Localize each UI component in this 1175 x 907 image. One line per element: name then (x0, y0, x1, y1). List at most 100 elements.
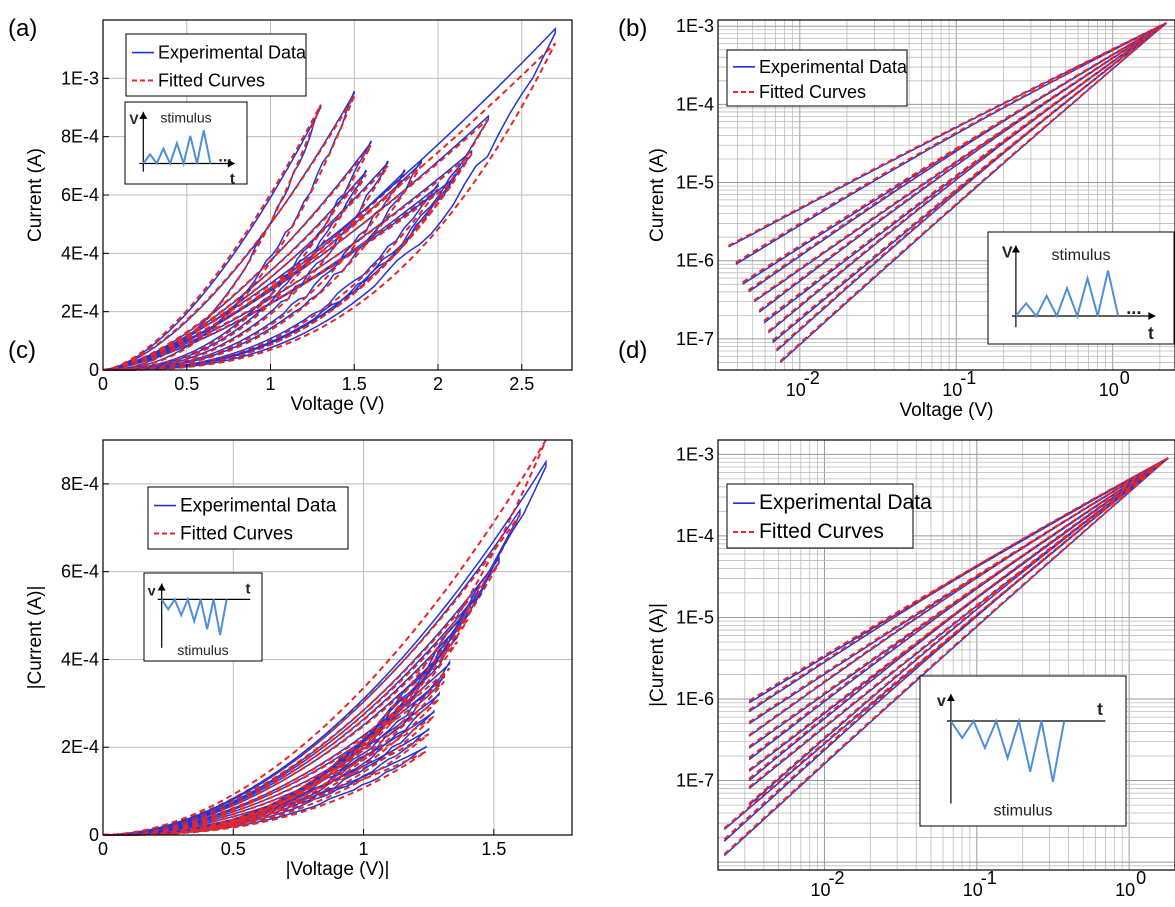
y-tick-label: 2E-4 (61, 737, 99, 757)
x-tick-label: 0 (98, 839, 108, 859)
fitted-curve-line (102, 153, 473, 371)
y-tick-label: 1E-5 (676, 607, 714, 627)
y-tick-label: 8E-4 (61, 474, 99, 494)
fitted-curve-line (748, 457, 1169, 737)
plot-frame (102, 439, 573, 836)
x-tick-label: 0.5 (221, 839, 246, 859)
x-tick-label: 1 (265, 374, 275, 394)
inset-box (143, 572, 263, 662)
fitted-curve-line (735, 22, 1167, 264)
inset-waveform (1015, 270, 1120, 320)
x-tick-label: 10 (810, 880, 830, 900)
x-tick-label: 1.5 (342, 374, 367, 394)
x-tick-label: 2 (433, 374, 443, 394)
y-tick-label: 4E-4 (61, 243, 99, 263)
inset-t-label: t (245, 580, 250, 597)
y-tick-label: 6E-4 (61, 562, 99, 582)
y-axis-label: Current (A) (647, 148, 668, 242)
x-tick-label: 1.5 (481, 839, 506, 859)
experimental-data-line (748, 457, 1169, 713)
fitted-curve-line (748, 457, 1169, 780)
legend-label-experimental: Experimental Data (759, 57, 908, 77)
y-tick-label: 1E-6 (676, 251, 714, 271)
y-tick-label: 1E-3 (676, 16, 714, 36)
y-tick-label: 1E-7 (676, 771, 714, 791)
y-tick-label: 1E-6 (676, 689, 714, 709)
inset-waveform (160, 596, 228, 636)
fitted-curve-line (748, 457, 1169, 771)
experimental-data-line (723, 457, 1169, 842)
y-tick-label: 1E-3 (61, 68, 99, 88)
legend-label-fitted: Fitted Curves (759, 82, 866, 102)
y-tick-label: 1E-5 (676, 173, 714, 193)
x-tick-exponent: 0 (1120, 368, 1130, 388)
fitted-curve-line (102, 118, 490, 371)
inset-ellipsis: ... (1126, 297, 1141, 318)
stimulus-inset: v t stimulus (919, 675, 1127, 827)
legend-label-fitted: Fitted Curves (759, 520, 884, 543)
fitted-curve-line (102, 144, 372, 371)
inset-arrow-up (946, 694, 955, 701)
panel-label: (d) (618, 337, 647, 364)
legend-label-experimental: Experimental Data (759, 491, 932, 514)
inset-v-label: V (1002, 243, 1013, 261)
fitted-curve-line (748, 457, 1169, 759)
x-tick-label: 1 (359, 839, 369, 859)
inset-t-label: t (1148, 323, 1154, 343)
legend-label-experimental: Experimental Data (158, 43, 307, 63)
inset-arrow-up (157, 583, 166, 591)
inset-ellipsis: ... (218, 149, 231, 166)
y-axis-label: |Current (A)| (647, 603, 668, 707)
y-tick-label: 8E-4 (61, 127, 99, 147)
legend-label-experimental: Experimental Data (180, 496, 337, 517)
legend: Experimental Data Fitted Curves (726, 49, 908, 107)
x-axis-label: |Voltage (V)| (286, 859, 390, 880)
panel-label: (c) (8, 337, 36, 364)
legend: Experimental Data Fitted Curves (726, 483, 932, 549)
x-tick-label: 0 (98, 374, 108, 394)
stimulus-inset: Vt stimulus... (124, 101, 248, 188)
y-tick-label: 1E-7 (676, 329, 714, 349)
fitted-curve-line (102, 667, 451, 836)
legend-label-fitted: Fitted Curves (180, 524, 293, 545)
legend-box (726, 49, 908, 107)
inset-waveform (950, 717, 1066, 782)
plot-frame (717, 439, 1175, 871)
x-tick-exponent: -1 (960, 368, 976, 388)
x-tick-label: 10 (963, 880, 983, 900)
x-tick-label: 0.5 (174, 374, 199, 394)
fitted-curve-line (102, 715, 435, 836)
y-tick-label: 0 (89, 360, 99, 380)
x-tick-exponent: -1 (981, 868, 997, 888)
fitted-curve-line (102, 104, 322, 371)
inset-arrow-right (227, 159, 235, 168)
inset-arrow-up (139, 111, 148, 119)
y-tick-label: 4E-4 (61, 649, 99, 669)
fitted-curve-line (748, 457, 1169, 711)
fitted-curve-line (747, 22, 1167, 292)
inset-stimulus-label: stimulus (993, 802, 1052, 820)
fitted-curve-line (102, 173, 367, 371)
x-tick-exponent: 0 (1136, 868, 1146, 888)
y-tick-label: 2E-4 (61, 302, 99, 322)
panel-label: (b) (618, 15, 647, 42)
legend-box (726, 483, 914, 549)
inset-t-label: t (230, 171, 235, 188)
y-tick-label: 1E-4 (676, 526, 714, 546)
y-tick-label: 6E-4 (61, 185, 99, 205)
x-tick-label: 2.5 (509, 374, 534, 394)
inset-box (987, 231, 1175, 345)
x-axis-label: Voltage (V) (900, 400, 994, 421)
legend-box (147, 486, 349, 550)
inset-arrow-right (1148, 312, 1156, 320)
y-axis-label: Current (A) (25, 148, 46, 242)
fitted-curve-line (723, 457, 1169, 841)
stimulus-inset: Vt stimulus... (987, 231, 1175, 345)
legend-label-fitted: Fitted Curves (158, 71, 265, 91)
fitted-curve-line (767, 22, 1167, 333)
panel-label: (a) (8, 15, 37, 42)
y-tick-label: 0 (89, 825, 99, 845)
fitted-curve-line (728, 22, 1167, 247)
x-tick-label: 10 (1115, 880, 1135, 900)
